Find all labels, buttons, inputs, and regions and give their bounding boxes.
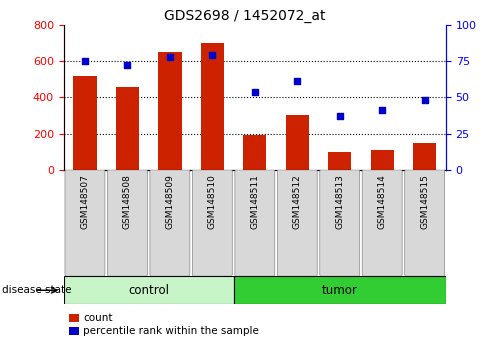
Bar (201, 43, 224, 170)
Bar (158, 52, 182, 170)
Point (166, 54, 174, 59)
Text: tumor: tumor (322, 284, 358, 297)
Bar (234, 276, 446, 304)
Bar (116, 87, 139, 170)
Text: GSM148513: GSM148513 (335, 174, 344, 229)
Point (208, 52, 216, 58)
Text: GSM148514: GSM148514 (378, 174, 387, 229)
Text: GSM148509: GSM148509 (165, 174, 174, 229)
FancyBboxPatch shape (107, 170, 147, 276)
FancyBboxPatch shape (193, 170, 232, 276)
Point (251, 89, 259, 95)
Bar (286, 115, 309, 170)
Text: GSM148510: GSM148510 (208, 174, 217, 229)
Bar (243, 135, 267, 170)
FancyBboxPatch shape (405, 170, 444, 276)
Legend: count, percentile rank within the sample: count, percentile rank within the sample (69, 313, 259, 336)
FancyBboxPatch shape (320, 170, 360, 276)
FancyBboxPatch shape (65, 170, 105, 276)
Text: disease state: disease state (2, 285, 72, 295)
Text: GSM148508: GSM148508 (123, 174, 132, 229)
Bar (64, 276, 234, 304)
Point (378, 108, 386, 113)
Bar (370, 150, 394, 170)
Point (123, 63, 131, 68)
Text: GSM148511: GSM148511 (250, 174, 259, 229)
Point (336, 113, 343, 119)
Bar (328, 152, 351, 170)
Point (81, 58, 89, 64)
Point (421, 97, 429, 103)
Bar (413, 143, 437, 170)
FancyBboxPatch shape (235, 170, 275, 276)
Text: GDS2698 / 1452072_at: GDS2698 / 1452072_at (164, 9, 326, 23)
Text: GSM148512: GSM148512 (293, 174, 302, 229)
Text: GSM148515: GSM148515 (420, 174, 429, 229)
Text: GSM148507: GSM148507 (80, 174, 90, 229)
Point (294, 79, 301, 84)
FancyBboxPatch shape (362, 170, 402, 276)
Bar (74, 75, 97, 170)
FancyBboxPatch shape (277, 170, 317, 276)
Text: control: control (128, 284, 169, 297)
FancyBboxPatch shape (150, 170, 190, 276)
